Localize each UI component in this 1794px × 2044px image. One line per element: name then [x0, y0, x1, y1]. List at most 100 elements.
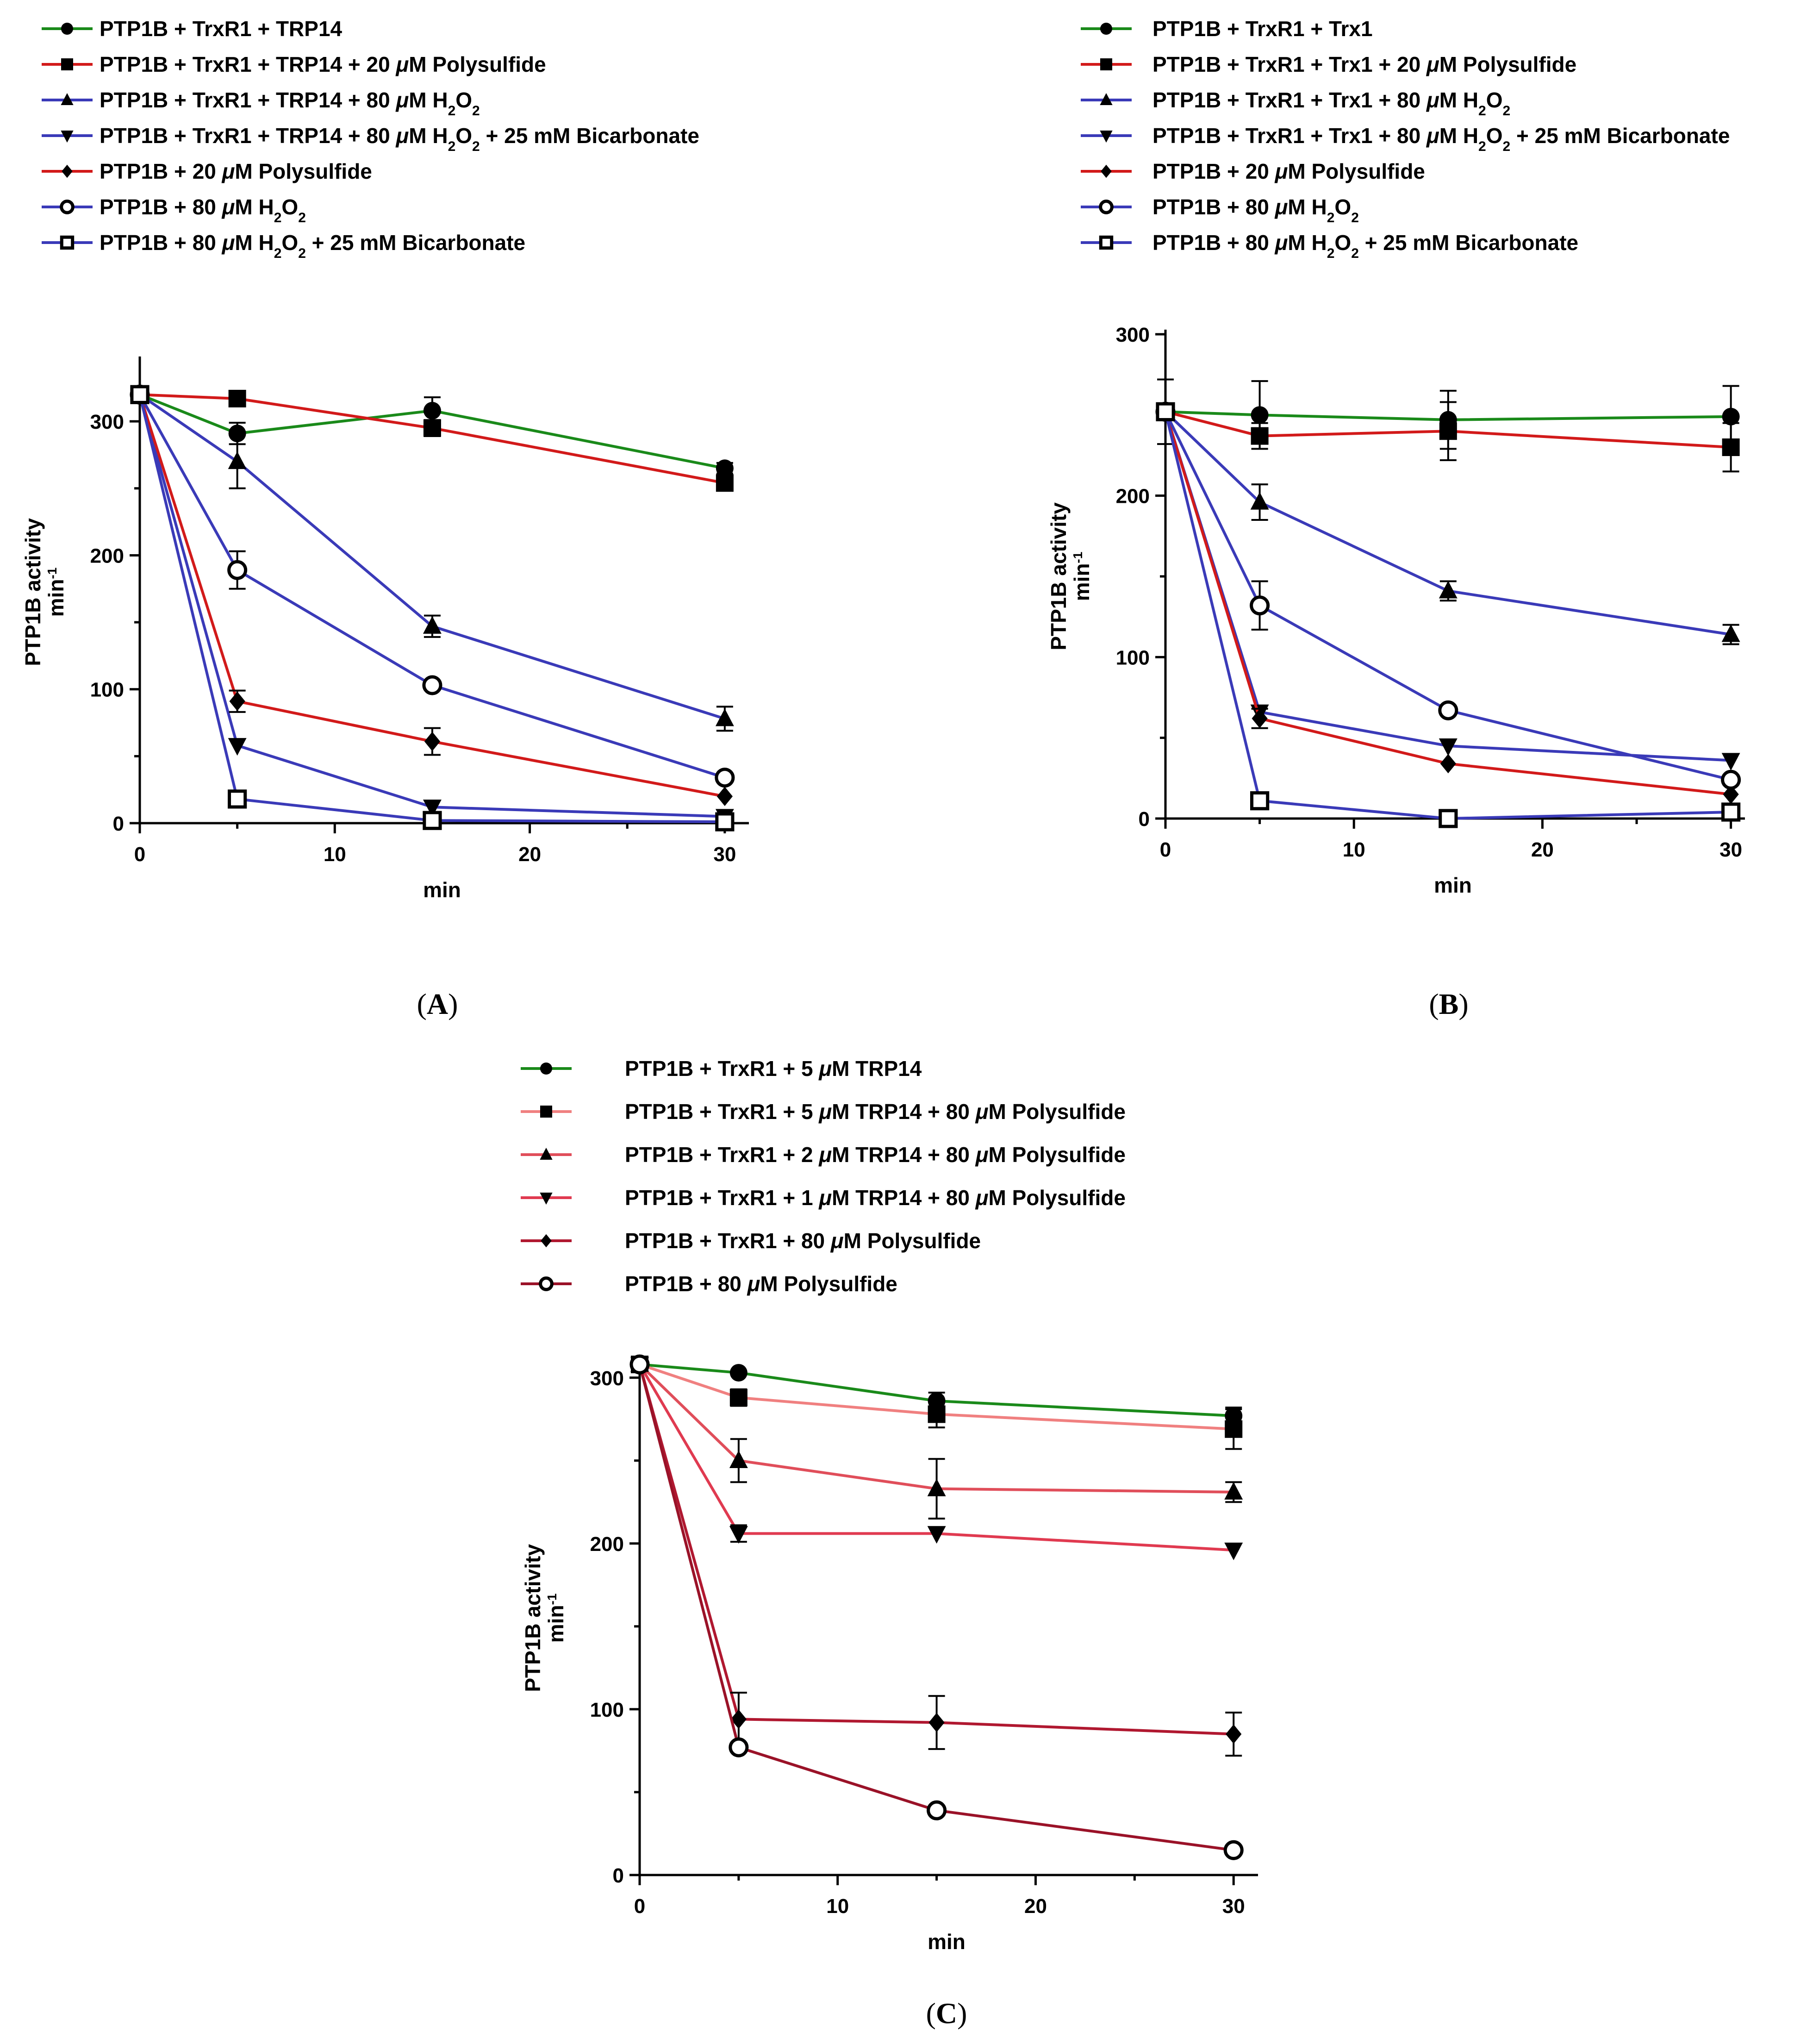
data-point — [729, 1526, 748, 1544]
legend-label-part: PTP1B + 80 — [100, 231, 222, 255]
legend-label-part: 2 — [1327, 246, 1335, 261]
legend-marker — [540, 1063, 552, 1075]
legend-label-part: PTP1B + TrxR1 + Trx1 + 80 — [1152, 124, 1426, 148]
x-tick-label: 30 — [1719, 838, 1742, 861]
data-point — [423, 419, 441, 437]
data-point — [1722, 407, 1740, 425]
x-tick-label: 20 — [518, 843, 541, 866]
legend-label-part: 2 — [448, 139, 456, 154]
legend-label: PTP1B + 20 μM Polysulfide — [1152, 159, 1425, 183]
legend-label-part: μ — [1274, 231, 1288, 255]
legend-item: PTP1B + TrxR1 + Trx1 + 80 μM H2O2 — [1081, 88, 1510, 119]
legend-marker — [1099, 200, 1114, 214]
legend-label: PTP1B + TrxR1 + Trx1 — [1152, 17, 1373, 41]
legend-label: PTP1B + TrxR1 + Trx1 + 80 μM H2O2 — [1152, 88, 1510, 119]
legend-label: PTP1B + TrxR1 + TRP14 — [100, 17, 343, 41]
series-line — [639, 1363, 1234, 1418]
legend-label-part: μ — [1426, 52, 1439, 76]
series-line — [638, 1364, 1234, 1736]
legend-label: PTP1B + TrxR1 + TRP14 + 20 μM Polysulfid… — [100, 52, 546, 76]
legend-item: PTP1B + 80 μM H2O2 — [1081, 195, 1359, 225]
plot-area — [130, 384, 735, 831]
legend-label-part: 2 — [1327, 210, 1335, 225]
x-tick-label: 30 — [713, 843, 736, 866]
data-point — [1439, 422, 1457, 440]
legend-label-part: PTP1B + TrxR1 + Trx1 + 20 — [1152, 52, 1426, 76]
y-tick-label: 100 — [590, 1699, 624, 1721]
legend-label-part: M H — [1439, 124, 1478, 148]
y-tick-label: 0 — [613, 1864, 624, 1887]
legend-label-part: M TRP14 + 80 — [832, 1186, 976, 1210]
legend-label-part: M Polysulfide — [1439, 52, 1576, 76]
y-axis-title-unit: min-1 — [44, 568, 68, 617]
series-line — [138, 394, 725, 779]
x-axis-title: min — [423, 878, 461, 902]
legend-label-part: μ — [818, 1143, 832, 1167]
series-line — [1165, 410, 1731, 449]
legend-item: PTP1B + TrxR1 + Trx1 + 20 μM Polysulfide — [1081, 52, 1576, 76]
data-point — [229, 691, 245, 711]
x-axis-title: min — [1434, 873, 1472, 897]
legend-label-part: O — [1486, 88, 1503, 112]
data-point — [1250, 791, 1270, 811]
y-axis-title-main: PTP1B activity — [21, 518, 45, 666]
legend-label-part: 2 — [1478, 103, 1486, 119]
data-point — [715, 768, 735, 788]
legend: PTP1B + TrxR1 + 5 μM TRP14 PTP1B + TrxR1 … — [521, 1056, 1126, 1296]
legend-marker — [60, 200, 75, 214]
legend-label-part: μ — [221, 195, 235, 219]
legend-label-part: M H — [409, 124, 448, 148]
x-tick-label: 30 — [1222, 1895, 1245, 1918]
data-point — [1252, 708, 1268, 728]
legend-label-part: PTP1B + TrxR1 + Trx1 + 80 — [1152, 88, 1426, 112]
legend-label: PTP1B + TrxR1 + 80 μM Polysulfide — [625, 1229, 981, 1253]
legend-label-part: M Polysulfide — [235, 159, 372, 183]
chart-panel-b: PTP1B + TrxR1 + Trx1 PTP1B + TrxR1 + Trx1… — [1046, 17, 1745, 1020]
legend-item: PTP1B + TrxR1 + Trx1 + 80 μM H2O2 + 25 m… — [1081, 124, 1730, 154]
legend-label-part: 2 — [1351, 210, 1359, 225]
series-5 — [131, 385, 733, 806]
legend-label-part: PTP1B + TrxR1 + 5 — [625, 1100, 819, 1124]
legend-label-part: PTP1B + 80 — [100, 195, 222, 219]
series-line — [639, 1363, 1234, 1431]
legend-marker — [541, 1234, 552, 1248]
legend-label: PTP1B + TrxR1 + Trx1 + 80 μM H2O2 + 25 m… — [1152, 124, 1730, 154]
legend-marker — [1100, 130, 1113, 143]
series-line — [139, 393, 725, 470]
legend-label-part: M TRP14 + 80 — [832, 1143, 976, 1167]
data-point — [422, 675, 442, 695]
legend-label: PTP1B + TrxR1 + TRP14 + 80 μM H2O2 — [100, 88, 480, 119]
data-point — [928, 1405, 946, 1423]
panel-label-paren: ( — [417, 988, 427, 1020]
legend-label: PTP1B + 80 μM Polysulfide — [625, 1272, 897, 1296]
legend-marker — [540, 1192, 553, 1205]
legend-marker — [1100, 93, 1113, 106]
x-axis-title: min — [928, 1930, 966, 1954]
plot-area — [629, 1354, 1244, 1860]
data-point — [1225, 1420, 1243, 1438]
y-tick-label: 200 — [90, 544, 124, 567]
data-point — [729, 1450, 748, 1468]
series-line — [638, 1363, 1234, 1494]
data-point — [1722, 438, 1740, 456]
x-tick-label: 0 — [634, 1895, 645, 1918]
x-tick-label: 0 — [134, 843, 145, 866]
legend-label-part: + 25 mM Bicarbonate — [1359, 231, 1578, 255]
series-line — [1165, 410, 1731, 421]
legend-item: PTP1B + 80 μM Polysulfide — [521, 1272, 897, 1296]
legend-item: PTP1B + TrxR1 + 5 μM TRP14 — [521, 1056, 922, 1081]
series-line — [1164, 411, 1732, 636]
legend-marker — [61, 93, 74, 106]
series-line — [638, 1364, 1234, 1852]
y-tick-label: 300 — [1116, 324, 1150, 346]
data-point — [716, 474, 734, 492]
chart-panel-a: PTP1B + TrxR1 + TRP14 PTP1B + TrxR1 + TRP… — [21, 17, 749, 1020]
legend-item: PTP1B + TrxR1 + 2 μM TRP14 + 80 μM Polys… — [521, 1143, 1126, 1167]
panel-label-paren: ) — [1458, 988, 1468, 1020]
legend-marker — [61, 58, 73, 70]
